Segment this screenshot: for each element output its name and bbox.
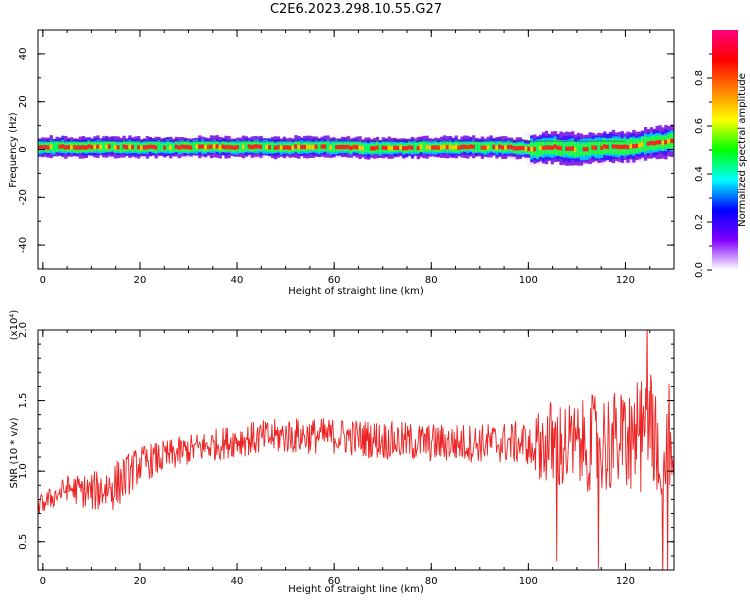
spectrogram-y-tick-label: 20 bbox=[18, 95, 29, 108]
snr-x-tick-label: 100 bbox=[519, 576, 538, 587]
snr-y-tick-label: 1.0 bbox=[18, 463, 29, 479]
colorbar-tick-label: 0.2 bbox=[694, 214, 705, 230]
spectrogram-x-axis-label: Height of straight line (km) bbox=[288, 286, 424, 297]
snr-plot-area bbox=[38, 330, 674, 570]
spectrogram-x-tick-label: 80 bbox=[425, 275, 438, 286]
colorbar-gradient bbox=[712, 30, 738, 270]
colorbar-ticks: 0.0 0.2 0.4 0.6 0.8 bbox=[694, 53, 712, 278]
spectrogram-x-tick-label: 20 bbox=[134, 275, 147, 286]
spectrogram-y-tick-label: 0 bbox=[18, 146, 29, 152]
spectrogram-x-tick-label: 0 bbox=[40, 275, 46, 286]
snr-x-tick-label: 20 bbox=[134, 576, 147, 587]
spectrogram-panel: 0 20 40 60 80 100 120 -40 -20 0 20 40 Height of str… bbox=[8, 29, 675, 297]
snr-x-tick-label: 80 bbox=[425, 576, 438, 587]
spectrogram-y-tick-label: 40 bbox=[18, 48, 29, 61]
snr-scale-label: (x10⁴) bbox=[9, 310, 20, 341]
snr-y-tick-label: 1.5 bbox=[18, 393, 29, 409]
colorbar: 0.0 0.2 0.4 0.6 0.8 Normalized spectral ampl… bbox=[694, 30, 748, 278]
spectrogram-y-tick-label: -20 bbox=[18, 189, 29, 205]
spectrogram-x-tick-label: 120 bbox=[616, 275, 635, 286]
colorbar-tick-label: 0.4 bbox=[694, 166, 705, 182]
snr-y-tick-label: 0.5 bbox=[18, 534, 29, 550]
colorbar-tick-label: 0.6 bbox=[694, 118, 705, 134]
spectrogram-y-tick-label: -40 bbox=[18, 237, 29, 253]
snr-x-axis-label: Height of straight line (km) bbox=[288, 584, 424, 595]
snr-y-tick-label: 2.0 bbox=[18, 322, 29, 338]
snr-ticks: 0 20 40 60 80 100 120 0.5 1.0 1.5 2.0 bbox=[18, 322, 675, 587]
spectrogram-ticks: 0 20 40 60 80 100 120 -40 -20 0 20 40 bbox=[18, 29, 675, 286]
snr-y-axis-label: SNR (10 * v/v) bbox=[9, 417, 20, 488]
snr-panel: 0 20 40 60 80 100 120 0.5 1.0 1.5 2.0 Height of st… bbox=[9, 310, 675, 595]
spectrogram-ridge bbox=[38, 124, 674, 166]
spectrogram-y-axis-label: Frequency (Hz) bbox=[8, 112, 19, 188]
spectrogram-x-tick-label: 40 bbox=[231, 275, 244, 286]
snr-x-tick-label: 40 bbox=[231, 576, 244, 587]
spectrogram-x-tick-label: 100 bbox=[519, 275, 538, 286]
snr-x-tick-label: 120 bbox=[616, 576, 635, 587]
colorbar-label: Normalized spectral amplitude bbox=[737, 73, 748, 227]
figure-title: C2E6.2023.298.10.55.G27 bbox=[270, 2, 442, 17]
colorbar-tick-label: 0.0 bbox=[694, 262, 705, 278]
snr-x-tick-label: 60 bbox=[328, 576, 341, 587]
colorbar-tick-label: 0.8 bbox=[694, 70, 705, 86]
snr-series-line bbox=[38, 330, 674, 570]
snr-x-tick-label: 0 bbox=[40, 576, 46, 587]
snr-frame bbox=[37, 329, 675, 571]
spectrogram-x-tick-label: 60 bbox=[328, 275, 341, 286]
